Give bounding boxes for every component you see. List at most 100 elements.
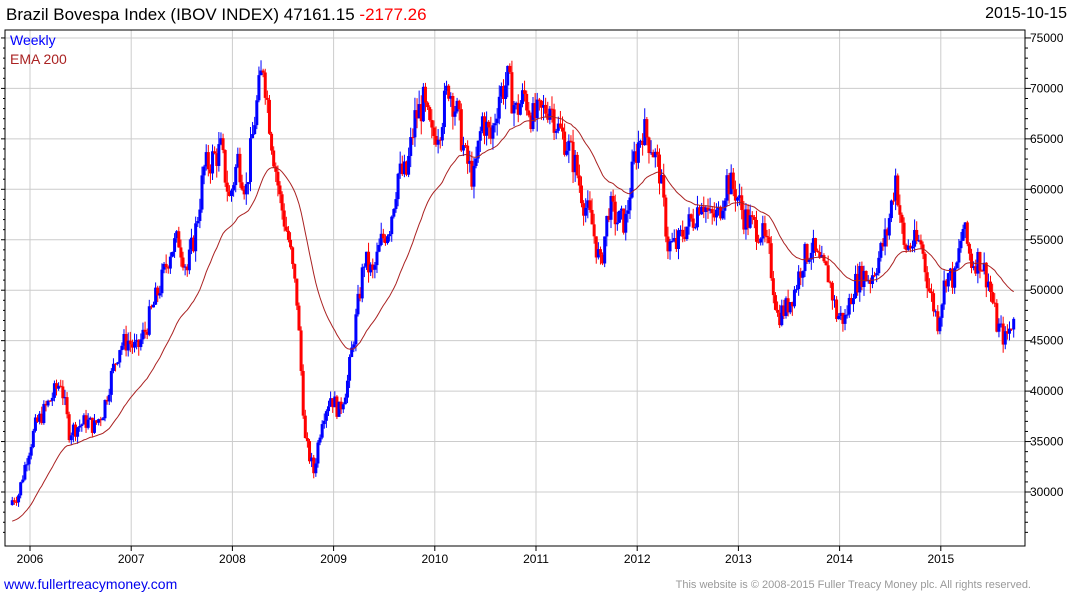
price-bar — [506, 65, 510, 86]
price-bar — [472, 165, 476, 187]
y-tick-label: 65000 — [1030, 132, 1064, 146]
price-bar — [434, 136, 438, 145]
price-bar — [318, 437, 322, 443]
price-bar — [487, 121, 491, 128]
price-bar — [489, 127, 493, 139]
price-bar — [579, 185, 583, 204]
price-bar — [126, 340, 130, 351]
price-bar — [883, 229, 887, 247]
price-bar — [634, 151, 638, 163]
price-bar — [362, 266, 366, 268]
price-bar — [491, 125, 495, 139]
legend-ema: EMA 200 — [10, 51, 67, 67]
price-bar — [535, 99, 539, 119]
price-bar — [240, 182, 244, 190]
price-bar — [653, 151, 657, 158]
price-bar — [415, 110, 419, 119]
price-bar — [407, 155, 411, 175]
price-bar — [423, 86, 427, 103]
price-bar — [788, 302, 792, 313]
price-bar — [864, 271, 868, 282]
price-bar — [299, 330, 303, 371]
price-bar — [679, 229, 683, 231]
price-bar — [970, 253, 974, 268]
price-bar — [234, 166, 238, 186]
price-bar — [523, 90, 527, 94]
price-bar — [483, 116, 487, 136]
price-bar — [622, 208, 626, 233]
price-bar — [187, 249, 191, 271]
price-bar — [438, 139, 442, 141]
price-bar — [202, 166, 206, 176]
price-bar — [554, 130, 558, 133]
price-bar — [854, 273, 858, 299]
price-bar — [624, 213, 628, 233]
price-bar — [326, 406, 330, 412]
price-bar — [459, 109, 463, 151]
price-bar — [721, 210, 725, 219]
price-bar — [236, 153, 240, 167]
y-tick-label: 55000 — [1030, 233, 1064, 247]
price-bar — [972, 266, 976, 268]
price-bar — [453, 111, 457, 117]
price-bar — [173, 238, 177, 252]
price-bar — [225, 182, 229, 192]
price-bar — [689, 214, 693, 219]
ema-200-line — [12, 115, 1014, 522]
price-bar — [337, 401, 341, 417]
price-bar — [118, 350, 122, 363]
price-bar — [189, 237, 193, 250]
price-bar — [626, 210, 630, 214]
price-bar — [957, 248, 961, 263]
price-bar — [402, 161, 406, 175]
price-bar — [822, 255, 826, 262]
price-bar — [782, 305, 786, 316]
price-bar — [52, 383, 56, 398]
price-bar — [666, 236, 670, 252]
price-bar — [533, 103, 537, 119]
price-bar — [826, 265, 830, 283]
price-bar — [984, 262, 988, 288]
x-tick-label: 2015 — [927, 552, 954, 566]
price-bar — [915, 229, 919, 241]
price-bar — [925, 272, 929, 289]
price-bar — [691, 218, 695, 228]
price-bar — [179, 247, 183, 258]
x-tick-label: 2009 — [320, 552, 347, 566]
price-bar — [388, 234, 392, 237]
price-bar — [814, 238, 818, 251]
price-bar — [377, 245, 381, 252]
price-bar — [894, 175, 898, 201]
price-bar — [898, 205, 902, 215]
price-bar — [889, 200, 893, 219]
price-bar — [561, 127, 565, 132]
price-bar — [816, 250, 820, 252]
price-bar — [284, 226, 288, 231]
price-bar — [211, 151, 215, 174]
price-bar — [101, 418, 105, 421]
y-tick-label: 75000 — [1030, 31, 1064, 45]
price-bar — [792, 289, 796, 307]
price-bar — [257, 75, 261, 101]
price-bar — [120, 345, 124, 351]
website-link[interactable]: www.fullertreacymoney.com — [4, 576, 178, 592]
price-bar — [343, 397, 347, 405]
price-bar — [248, 138, 252, 183]
price-bar — [609, 195, 613, 220]
price-bar — [367, 251, 371, 273]
price-bar — [818, 251, 822, 258]
price-bar — [428, 107, 432, 121]
price-bar — [130, 344, 134, 348]
price-bar — [27, 455, 31, 465]
price-bar — [111, 363, 115, 371]
price-bar — [685, 226, 689, 240]
x-tick-label: 2012 — [624, 552, 651, 566]
price-bar — [683, 236, 687, 240]
plot-frame — [4, 29, 1026, 547]
price-bar — [442, 90, 446, 128]
price-bar — [480, 116, 484, 132]
price-bar — [662, 174, 666, 198]
price-bar — [255, 100, 259, 126]
price-bar — [723, 200, 727, 211]
title-text: Brazil Bovespa Index (IBOV INDEX) 47161.… — [6, 5, 355, 24]
